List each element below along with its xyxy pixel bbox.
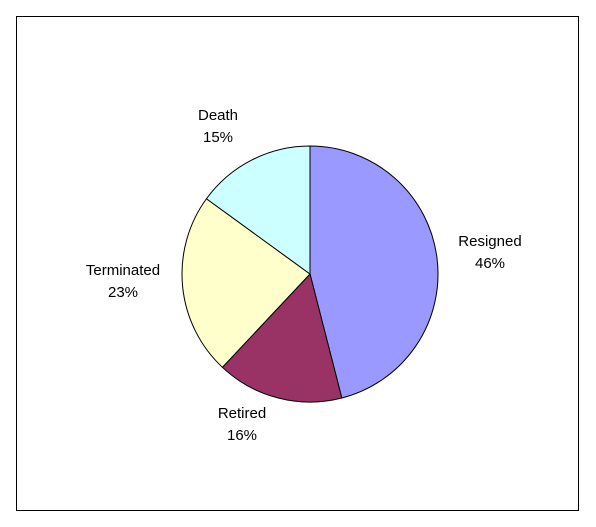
label-death: Death 15% (158, 105, 278, 149)
label-terminated-pct: 23% (107, 284, 139, 301)
label-resigned-pct: 46% (474, 255, 506, 272)
label-terminated: Terminated 23% (63, 260, 183, 304)
label-resigned-name: Resigned (458, 233, 522, 250)
label-retired-name: Retired (217, 405, 267, 422)
pie-slice-death (205, 145, 311, 275)
label-death-name: Death (197, 107, 239, 124)
label-death-pct: 15% (202, 129, 234, 146)
pie-slice-terminated (181, 198, 311, 368)
label-retired: Retired 16% (182, 403, 302, 447)
label-retired-pct: 16% (226, 427, 258, 444)
pie-slices (181, 145, 439, 403)
label-resigned: Resigned 46% (430, 231, 550, 275)
label-terminated-name: Terminated (85, 262, 161, 279)
pie-slice-retired (221, 273, 343, 403)
pie-slice-resigned (309, 145, 439, 399)
